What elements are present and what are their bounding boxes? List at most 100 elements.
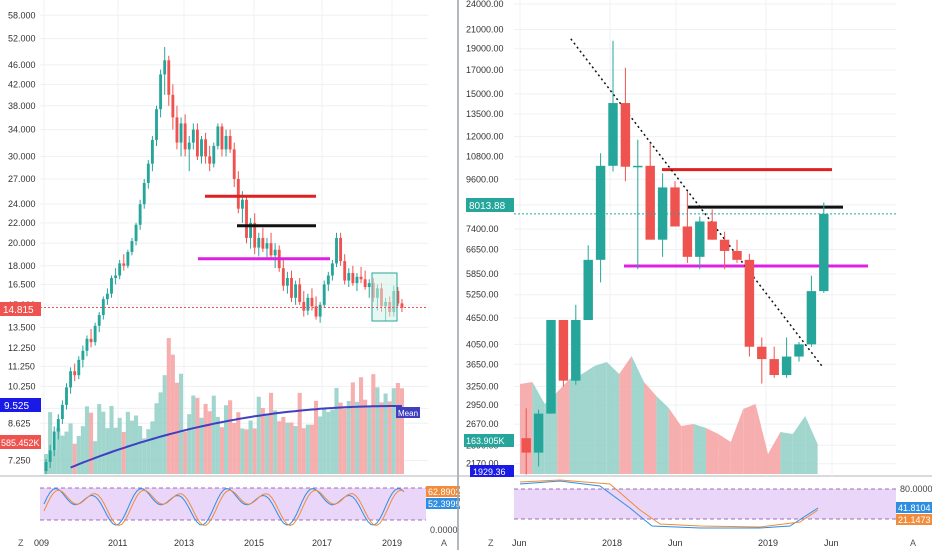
right-ma-tag xyxy=(470,465,514,477)
left-volume-bar xyxy=(228,400,233,474)
left-volume-bar xyxy=(338,402,343,474)
right-volume-area xyxy=(706,428,719,474)
left-candle-body xyxy=(105,293,109,300)
right-corner-right: A xyxy=(910,538,916,548)
left-candle-body xyxy=(204,139,208,157)
left-candle-body xyxy=(183,123,187,150)
left-candle-body xyxy=(261,237,265,249)
right-volume-area xyxy=(718,434,731,474)
left-volume-bar xyxy=(260,407,265,474)
right-x-tick: 2018 xyxy=(602,538,622,548)
left-candle-body xyxy=(44,461,48,472)
left-volume-bar xyxy=(215,416,220,474)
left-volume-bar xyxy=(76,436,81,474)
right-candle-body xyxy=(633,165,643,168)
left-volume-bar xyxy=(125,411,130,474)
left-volume-bar xyxy=(84,406,89,474)
left-volume-bar xyxy=(203,403,208,474)
left-volume-bar xyxy=(219,427,224,474)
left-volume-bar xyxy=(191,395,196,474)
right-price-tag-text: 8013.88 xyxy=(469,201,506,212)
left-corner-right: A xyxy=(441,538,447,548)
left-volume-bar xyxy=(367,405,372,474)
right-candle-body xyxy=(781,356,792,376)
left-volume-bar xyxy=(363,399,368,474)
right-volume-tag-text: 163.905K xyxy=(466,436,505,446)
left-volume-bar xyxy=(301,428,306,474)
right-y-tick: 10800.00 xyxy=(466,152,504,162)
left-candle-body xyxy=(294,284,298,298)
left-x-tick: 2013 xyxy=(174,538,194,548)
right-y-tick: 2670.00 xyxy=(466,419,499,429)
right-y-tick: 5250.00 xyxy=(466,290,499,300)
left-y-tick: 46.000 xyxy=(8,60,36,70)
left-candle-body xyxy=(318,304,322,317)
left-y-tick: 12.250 xyxy=(8,343,36,353)
left-x-tick: 2011 xyxy=(108,538,127,548)
left-candle-body xyxy=(326,275,330,285)
right-volume-area xyxy=(805,416,818,474)
left-volume-bar xyxy=(391,388,396,474)
left-candle-body xyxy=(101,299,105,316)
left-y-tick: 13.500 xyxy=(8,322,36,332)
left-volume-bar xyxy=(183,431,188,474)
right-volume-area xyxy=(569,374,582,474)
left-volume-bar xyxy=(166,338,171,474)
left-candle-body xyxy=(191,129,195,143)
right-y-tick: 7400.00 xyxy=(466,224,499,234)
left-candle-body xyxy=(367,283,371,288)
left-candle-body xyxy=(269,243,273,256)
right-volume-tag xyxy=(464,434,514,447)
left-level-lines xyxy=(198,194,330,261)
left-rsi-zero: 0.0000 xyxy=(430,525,458,535)
left-y-tick: 34.000 xyxy=(8,125,36,135)
left-volume-bar xyxy=(244,429,249,474)
left-volume-bar xyxy=(330,409,335,474)
left-candle-body xyxy=(175,117,179,143)
right-volume-area xyxy=(780,432,793,474)
left-x-tick: 2019 xyxy=(382,538,402,548)
left-volume-bar xyxy=(48,412,53,474)
left-mean-badge-text: Mean xyxy=(398,409,418,418)
left-x-tick: 009 xyxy=(34,538,49,548)
right-candle-body xyxy=(819,213,829,292)
left-candle-body xyxy=(322,284,326,305)
right-candle-body xyxy=(757,346,767,360)
left-rsi-tag-2-text: 52.3999 xyxy=(428,499,461,509)
left-volume-bar xyxy=(146,429,151,474)
left-volume-bar xyxy=(395,382,400,474)
left-volume-bar xyxy=(375,387,380,474)
right-y-tick: 4050.00 xyxy=(466,339,499,349)
left-candle-body xyxy=(306,297,310,311)
right-y-tick: 5850.00 xyxy=(466,269,499,279)
right-volume-area xyxy=(730,409,744,474)
left-candle-body xyxy=(330,263,334,276)
right-candle-body xyxy=(558,320,569,381)
left-volume-bar xyxy=(150,421,155,474)
right-candle-body xyxy=(707,221,717,240)
right-volume-area xyxy=(656,396,669,474)
left-y-tick: 22.000 xyxy=(8,218,36,228)
right-volume-area xyxy=(792,416,806,474)
left-candle-body xyxy=(224,136,228,150)
left-volume-bar xyxy=(187,414,192,474)
left-y-tick: 16.500 xyxy=(8,279,36,289)
left-candle-body xyxy=(110,278,113,294)
left-y-tick: 42.000 xyxy=(8,79,36,89)
left-candle-body xyxy=(236,178,240,209)
left-volume-bar xyxy=(383,393,388,474)
left-volume-bar xyxy=(354,401,359,474)
left-volume-bar xyxy=(170,354,175,474)
right-grid xyxy=(514,0,896,476)
right-rsi-tag-2-text: 21.1473 xyxy=(898,515,931,525)
left-volume-bar xyxy=(129,420,134,474)
left-mean-badge xyxy=(396,407,420,418)
left-volume-bar xyxy=(297,392,302,474)
left-x-tick: 2017 xyxy=(312,538,332,548)
left-candle-body xyxy=(396,291,400,304)
left-volume-bar xyxy=(346,401,351,474)
left-time-axis: 009 2011 2013 2015 2017 2019 xyxy=(34,538,402,548)
right-volume-area xyxy=(557,379,570,474)
left-volume-bar xyxy=(264,414,269,474)
right-volume-area xyxy=(594,362,607,474)
